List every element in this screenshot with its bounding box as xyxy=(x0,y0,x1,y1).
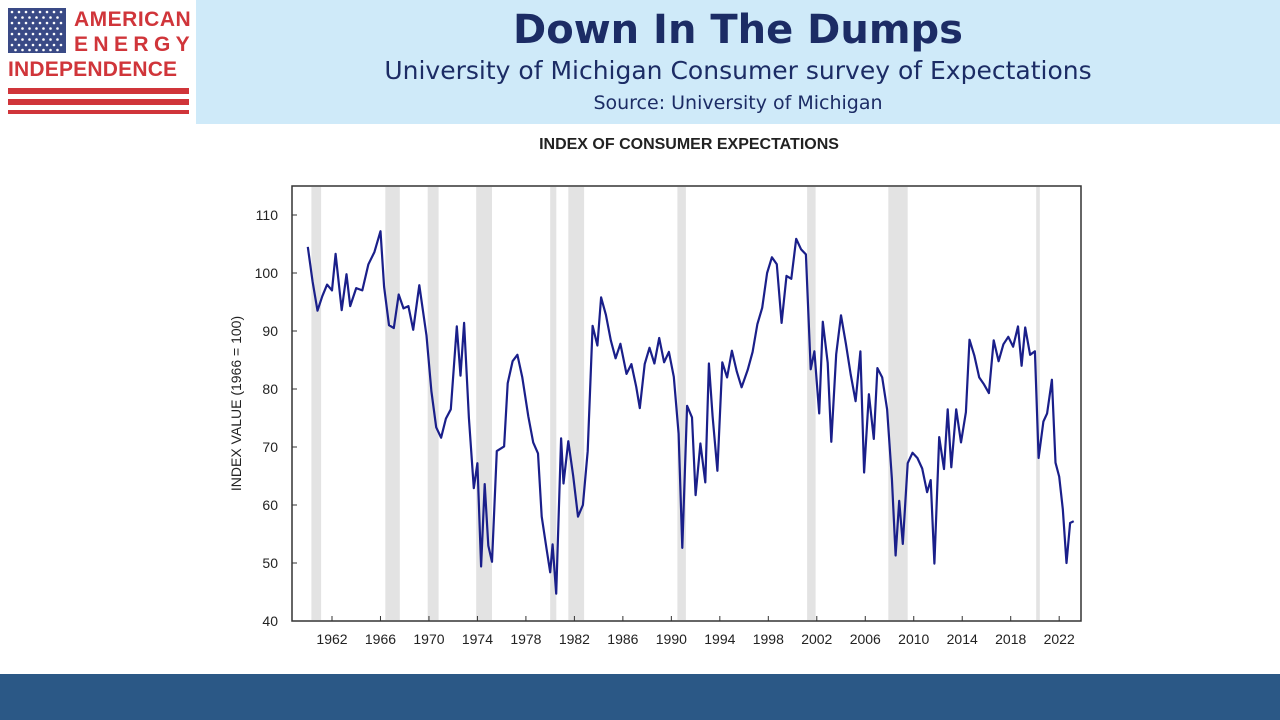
y-tick-label: 80 xyxy=(262,381,278,397)
x-tick-label: 2014 xyxy=(947,631,978,647)
recession-band xyxy=(807,187,816,620)
footer-bar xyxy=(0,674,1280,720)
recession-band xyxy=(385,187,400,620)
page-title: Down In The Dumps xyxy=(513,7,963,53)
x-tick-label: 1978 xyxy=(510,631,541,647)
page-subtitle: University of Michigan Consumer survey o… xyxy=(384,56,1092,85)
x-tick-label: 1962 xyxy=(316,631,347,647)
y-tick-label: 60 xyxy=(262,497,278,513)
x-tick-label: 2002 xyxy=(801,631,832,647)
y-tick-label: 50 xyxy=(262,555,278,571)
x-tick-label: 1982 xyxy=(559,631,590,647)
logo-word-energy: ENERGY xyxy=(74,33,196,56)
logo-stripe xyxy=(8,110,189,114)
recession-band xyxy=(888,187,908,620)
header-banner: AMERICAN ENERGY INDEPENDENCE Down In The… xyxy=(0,0,1280,124)
logo-stripe xyxy=(8,88,189,94)
recession-band xyxy=(311,187,322,620)
source-note: Source: University of Michigan xyxy=(593,92,883,114)
x-tick-label: 2006 xyxy=(850,631,881,647)
logo-word-independence: INDEPENDENCE xyxy=(8,58,178,81)
recession-band xyxy=(1036,187,1040,620)
x-tick-label: 2010 xyxy=(898,631,929,647)
y-tick-label: 70 xyxy=(262,439,278,455)
series-line-layer xyxy=(306,230,1075,595)
x-tick-label: 1970 xyxy=(413,631,444,647)
american-energy-independence-logo: AMERICAN ENERGY INDEPENDENCE xyxy=(0,0,196,124)
x-tick-label: 1998 xyxy=(753,631,784,647)
recession-band xyxy=(550,187,557,620)
flag-stars-icon xyxy=(8,8,66,53)
x-tick-label: 2018 xyxy=(995,631,1026,647)
y-axis-title: INDEX VALUE (1966 = 100) xyxy=(228,316,244,491)
logo-word-american: AMERICAN xyxy=(74,8,192,31)
x-tick-label: 1986 xyxy=(607,631,638,647)
y-axis-ticks: 40 50 60 70 80 90 100 110 xyxy=(255,207,297,629)
x-tick-label: 1966 xyxy=(365,631,396,647)
plot-frame xyxy=(291,185,1082,622)
consumer-expectations-chart: INDEX OF CONSUMER EXPECTATIONS 40 50 60 70 8… xyxy=(228,136,1082,647)
x-tick-label: 1990 xyxy=(656,631,687,647)
x-tick-label: 1994 xyxy=(704,631,735,647)
chart-title: INDEX OF CONSUMER EXPECTATIONS xyxy=(539,136,839,153)
series-line xyxy=(306,230,1075,595)
logo-stripe xyxy=(8,99,189,105)
recession-band xyxy=(568,187,585,620)
y-tick-label: 90 xyxy=(262,323,278,339)
y-tick-label: 110 xyxy=(256,207,279,223)
x-tick-label: 1974 xyxy=(462,631,493,647)
x-axis-ticks: 1962 1966 1970 1974 1978 1982 1986 1990 1994 1998… xyxy=(316,616,1075,647)
recession-band xyxy=(677,187,686,620)
x-tick-label: 2022 xyxy=(1044,631,1075,647)
y-tick-label: 40 xyxy=(262,613,278,629)
y-tick-label: 100 xyxy=(255,265,279,281)
